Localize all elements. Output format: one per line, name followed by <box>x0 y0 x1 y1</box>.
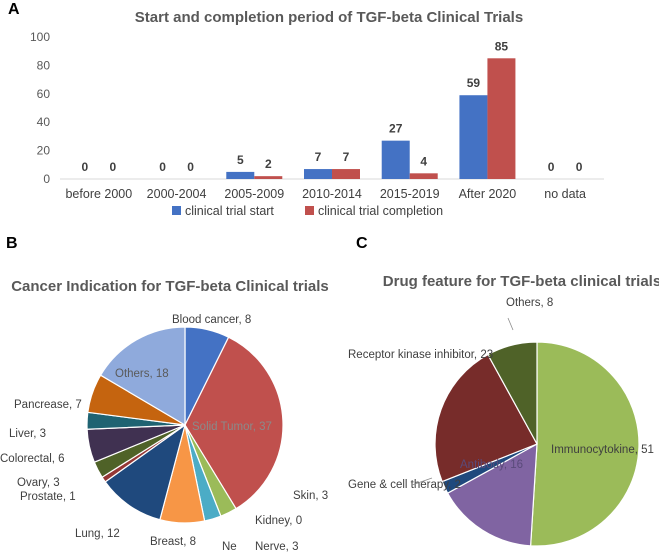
panel-b-letter: B <box>6 235 18 252</box>
panel-c-letter: C <box>356 235 368 252</box>
pie-b-label-breast: Breast, 8 <box>150 536 196 548</box>
x-category-label: no data <box>544 187 586 201</box>
pie-b-slice-solid-tumor <box>184 336 284 510</box>
bar-marks: before 2000 0 0 2000-2004 0 0 2005-2009 5 2 2010-… <box>65 39 586 201</box>
pie-c-title: Drug feature for TGF-beta clinical trial… <box>383 273 659 290</box>
pie-c <box>434 341 640 547</box>
data-label-start: 5 <box>237 153 244 167</box>
pie-c-leaders <box>411 317 514 486</box>
pie-b-label-nerve-truncated: Ne <box>222 541 237 553</box>
bar-chart-title: Start and completion period of TGF-beta … <box>135 9 523 26</box>
panel-a-letter: A <box>8 1 20 18</box>
data-label-start: 27 <box>389 122 403 136</box>
x-category-label: 2005-2009 <box>224 187 284 201</box>
x-category-label: before 2000 <box>65 187 132 201</box>
pie-b-label-lung: Lung, 12 <box>75 528 120 540</box>
pie-c-slice-receptor-kinase-inhibitor <box>434 353 538 483</box>
data-label-start: 59 <box>467 76 481 90</box>
pie-c-slice-immunocytokine <box>529 341 640 547</box>
pie-c-slice-others <box>487 341 538 445</box>
data-label-start: 0 <box>159 160 166 174</box>
x-category-label: After 2020 <box>459 187 517 201</box>
pie-b-label-kidney: Kidney, 0 <box>255 515 302 527</box>
bar-completion <box>487 58 516 179</box>
pie-b-slice-others <box>99 326 186 427</box>
bar-completion <box>409 173 438 179</box>
pie-b-label-skin: Skin, 3 <box>293 490 328 502</box>
y-tick-100: 100 <box>30 30 50 44</box>
pie-b-labels: Blood cancer, 8 Solid Tumor, 37 Skin, 3 … <box>0 314 328 553</box>
pie-b-label-nerve: Nerve, 3 <box>255 541 298 553</box>
pie-c-label-receptor: Receptor kinase inhibitor, 23 <box>348 349 493 361</box>
pie-c-label-gene-cell: Gene & cell therapy, 2 <box>348 479 461 491</box>
bar-start <box>226 171 255 179</box>
bar-completion <box>254 176 283 179</box>
pie-b-label-solid: Solid Tumor, 37 <box>192 421 272 433</box>
bar-legend: clinical trial start clinical trial comp… <box>172 204 443 218</box>
y-tick-20: 20 <box>37 144 51 158</box>
data-label-completion: 85 <box>495 39 509 53</box>
pie-c-slice-antibody <box>446 442 538 547</box>
pie-b-label-blood: Blood cancer, 8 <box>172 314 251 326</box>
x-category-label: 2000-2004 <box>147 187 207 201</box>
legend-label-completion: clinical trial completion <box>318 204 443 218</box>
data-label-start: 0 <box>548 160 555 174</box>
y-tick-80: 80 <box>37 58 51 72</box>
data-label-completion: 7 <box>343 150 350 164</box>
pie-c-label-others: Others, 8 <box>506 297 553 309</box>
pie-b-title: Cancer Indication for TGF-beta Clinical … <box>11 278 329 295</box>
bar-start <box>304 169 332 179</box>
bar-start <box>381 140 410 179</box>
data-label-completion: 2 <box>265 157 272 171</box>
pie-b-slice-lung <box>104 423 187 521</box>
pie-b-label-colorectal: Colorectal, 6 <box>0 453 65 465</box>
data-label-completion: 0 <box>110 160 117 174</box>
legend-label-start: clinical trial start <box>185 204 274 218</box>
data-label-completion: 0 <box>187 160 194 174</box>
x-category-label: 2010-2014 <box>302 187 362 201</box>
legend-swatch-completion <box>305 206 314 215</box>
legend-swatch-start <box>172 206 181 215</box>
pie-b-label-ovary: Ovary, 3 <box>17 477 60 489</box>
pie-b <box>86 326 284 524</box>
bar-start <box>459 95 488 179</box>
y-tick-0: 0 <box>43 172 50 186</box>
pie-b-label-others: Others, 18 <box>115 368 169 380</box>
pie-c-label-antibody: Antibody, 16 <box>460 459 523 471</box>
pie-c-label-immunocytokine: Immunocytokine, 51 <box>551 444 654 456</box>
data-label-completion: 4 <box>420 154 427 168</box>
data-label-completion: 0 <box>576 160 583 174</box>
leader-others <box>507 317 514 331</box>
pie-c-labels: Immunocytokine, 51 Antibody, 16 Gene & c… <box>348 297 654 491</box>
x-category-label: 2015-2019 <box>380 187 440 201</box>
pie-b-label-liver: Liver, 3 <box>9 428 46 440</box>
bar-completion <box>332 169 360 179</box>
data-label-start: 0 <box>82 160 89 174</box>
y-tick-40: 40 <box>37 115 51 129</box>
pie-b-label-prostate: Prostate, 1 <box>20 491 76 503</box>
y-tick-60: 60 <box>37 87 51 101</box>
pie-b-label-pancrease: Pancrease, 7 <box>14 399 82 411</box>
data-label-start: 7 <box>315 150 322 164</box>
leader-gene-cell <box>411 477 433 486</box>
